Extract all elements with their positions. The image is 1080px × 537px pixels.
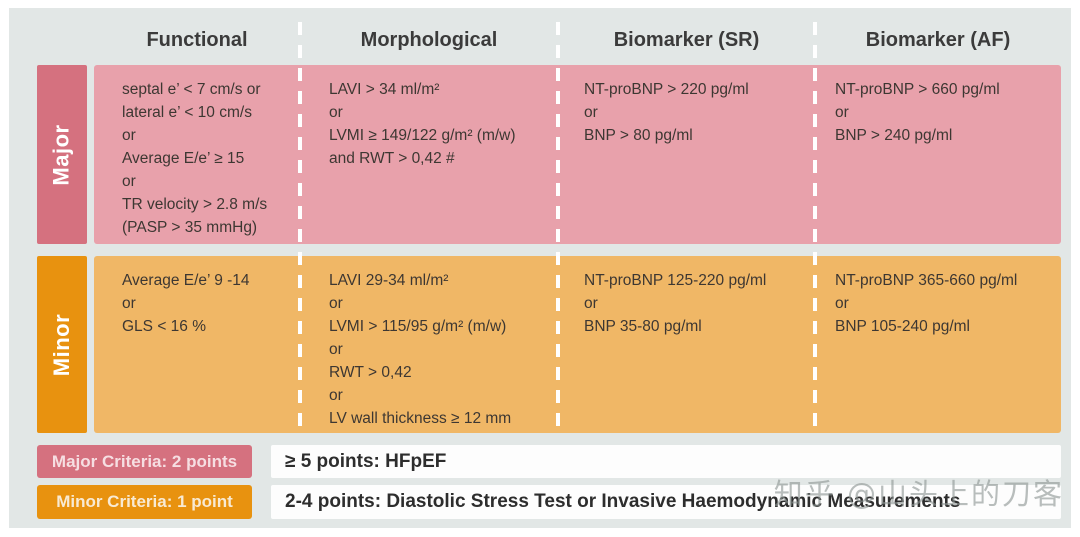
cell-minor-morphological: LAVI 29-34 ml/m² or LVMI > 115/95 g/m² (…: [329, 272, 512, 427]
column-header-morphological: Morphological: [360, 29, 498, 51]
cell-major-morphological: LAVI > 34 ml/m² or LVMI ≥ 149/122 g/m² (…: [329, 81, 516, 167]
cell-major-biomarker-af: NT-proBNP > 660 pg/ml or BNP > 240 pg/ml: [835, 81, 1000, 144]
column-divider-1: [298, 22, 302, 433]
cell-minor-functional: Average E/e’ 9 -14 or GLS < 16 %: [122, 272, 250, 335]
column-divider-2: [556, 22, 560, 433]
row-label-major-text: Major: [49, 123, 74, 186]
column-header-biomarker-sr: Biomarker (SR): [613, 29, 760, 51]
row-label-minor-text: Minor: [49, 313, 75, 376]
minor-row-background: [94, 256, 1061, 433]
scoring-rule-intermediate: 2-4 points: Diastolic Stress Test or Inv…: [271, 485, 1061, 519]
cell-minor-biomarker-af: NT-proBNP 365-660 pg/ml or BNP 105-240 p…: [835, 272, 1018, 335]
cell-minor-biomarker-sr: NT-proBNP 125-220 pg/ml or BNP 35-80 pg/…: [584, 272, 767, 335]
row-label-major: Major: [37, 65, 87, 244]
row-label-minor: Minor: [37, 256, 87, 433]
column-header-functional: Functional: [146, 29, 248, 51]
watermark: 知乎 @山头上的刀客: [773, 477, 1064, 511]
major-criteria-badge: Major Criteria: 2 points: [37, 445, 252, 478]
major-row-background: [94, 65, 1061, 244]
hfpef-score-panel: Functional Morphological Biomarker (SR) …: [9, 8, 1071, 528]
cell-major-functional: septal e’ < 7 cm/s or lateral e’ < 10 cm…: [122, 81, 268, 236]
column-divider-3: [813, 22, 817, 433]
column-header-biomarker-af: Biomarker (AF): [865, 29, 1011, 51]
cell-major-biomarker-sr: NT-proBNP > 220 pg/ml or BNP > 80 pg/ml: [584, 81, 749, 144]
scoring-rule-hfpef: ≥ 5 points: HFpEF: [271, 445, 1061, 478]
minor-criteria-badge: Minor Criteria: 1 point: [37, 485, 252, 519]
